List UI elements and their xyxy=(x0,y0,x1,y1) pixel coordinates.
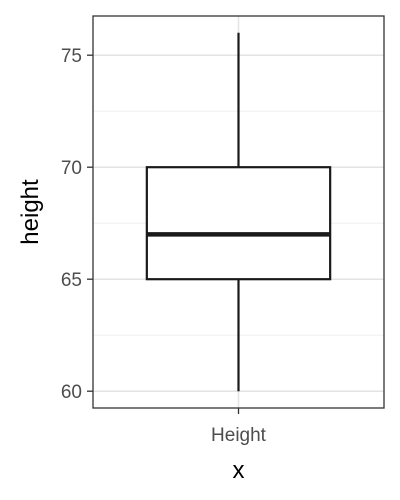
y-tick-label: 60 xyxy=(61,382,82,403)
x-axis-title: x xyxy=(233,457,245,484)
box-layer xyxy=(145,32,332,392)
y-axis-title: height xyxy=(17,179,44,245)
x-tick-label: Height xyxy=(211,425,267,446)
x-axis: Height xyxy=(211,408,267,446)
y-tick-label: 65 xyxy=(61,270,82,291)
y-axis: 60 65 70 75 xyxy=(61,46,93,403)
box-iqr xyxy=(145,166,332,281)
y-tick-label: 70 xyxy=(61,158,82,179)
y-tick-label: 75 xyxy=(61,46,82,67)
